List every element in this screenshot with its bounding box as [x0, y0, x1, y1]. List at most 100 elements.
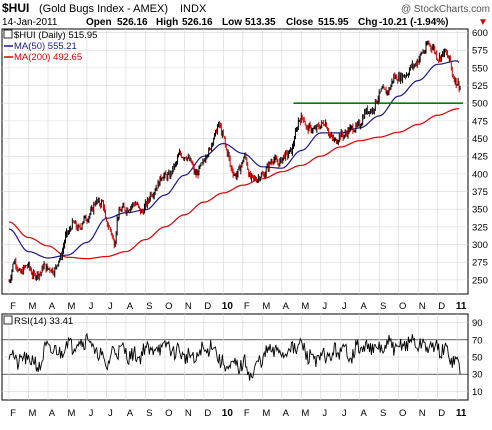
close-label: Close — [286, 17, 314, 28]
rsi-month-tick-label: D — [438, 408, 445, 419]
high-label: High — [156, 17, 178, 28]
price-series-layer — [8, 40, 463, 284]
rsi-month-axis: F M A M J J A S O N D 10 F M A M J J A S O N D 11 — [10, 408, 467, 419]
rsi-month-tick-label: A — [49, 408, 56, 419]
rsi-tick-label: 70 — [472, 335, 483, 346]
month-tick-label: S — [146, 301, 152, 312]
rsi-month-tick-label: M — [29, 408, 37, 419]
index-name: (Gold Bugs Index - AMEX) — [39, 3, 168, 15]
rsi-month-tick-label: S — [146, 408, 152, 419]
rsi-tick-label: 50 — [472, 353, 483, 364]
price-legend: $HUI (Daily) 515.95 MA(50) 555.21 MA(200… — [3, 29, 97, 63]
price-tick-label: 575 — [472, 46, 488, 57]
change-value: -10.21 (-1.94%) — [379, 17, 448, 28]
rsi-month-tick-label: A — [283, 408, 290, 419]
open-value: 526.16 — [117, 17, 148, 28]
month-tick-label: O — [165, 301, 172, 312]
high-value: 526.16 — [182, 17, 213, 28]
month-tick-label: F — [244, 301, 250, 312]
price-tick-label: 550 — [472, 63, 488, 74]
month-tick-label: A — [283, 301, 290, 312]
rsi-month-tick-label: D — [204, 408, 211, 419]
price-tick-label: 425 — [472, 152, 488, 163]
month-tick-label: J — [322, 301, 327, 312]
rsi-tick-label: 90 — [472, 318, 483, 329]
rsi-month-tick-label: M — [67, 408, 75, 419]
exchange-label: INDX — [180, 3, 207, 15]
month-tick-label: J — [89, 301, 94, 312]
price-tick-label: 475 — [472, 116, 488, 127]
price-tick-label: 600 — [472, 28, 488, 39]
month-tick-label: N — [419, 301, 426, 312]
rsi-legend-swatch — [3, 315, 13, 325]
price-tick-label: 325 — [472, 222, 488, 233]
price-tick-label: 525 — [472, 81, 488, 92]
rsi-month-tick-label: M — [301, 408, 309, 419]
month-tick-label: 11 — [456, 301, 467, 312]
close-value: 515.95 — [318, 17, 349, 28]
month-tick-label: M — [67, 301, 75, 312]
month-tick-label: J — [108, 301, 113, 312]
month-tick-label: O — [399, 301, 406, 312]
legend-price: $HUI (Daily) 515.95 — [14, 30, 97, 41]
month-tick-label: 10 — [222, 301, 234, 312]
month-tick-label: N — [185, 301, 192, 312]
month-tick-label: M — [29, 301, 37, 312]
month-tick-label: D — [438, 301, 445, 312]
rsi-month-tick-label: F — [10, 408, 16, 419]
rsi-month-tick-label: A — [361, 408, 368, 419]
rsi-month-tick-label: J — [108, 408, 113, 419]
price-panel — [1, 28, 469, 295]
rsi-axis: 10 30 50 70 90 — [472, 318, 483, 398]
rsi-month-tick-label: F — [244, 408, 250, 419]
price-month-axis: F M A M J J A S O N D 10 F M A M J J A S O N D 11 — [10, 301, 467, 312]
rsi-month-tick-label: N — [419, 408, 426, 419]
rsi-month-tick-label: 11 — [456, 408, 467, 419]
month-tick-label: A — [49, 301, 56, 312]
month-tick-label: A — [361, 301, 368, 312]
month-tick-label: J — [342, 301, 347, 312]
rsi-month-tick-label: A — [127, 408, 134, 419]
rsi-tick-label: 30 — [472, 370, 483, 381]
month-tick-label: D — [204, 301, 211, 312]
price-tick-label: 500 — [472, 99, 488, 110]
rsi-legend: RSI(14) 33.41 — [14, 316, 73, 327]
month-tick-label: F — [10, 301, 16, 312]
down-arrow-icon: ▼ — [478, 17, 488, 28]
ma200-line — [8, 107, 460, 260]
rsi-month-tick-label: S — [380, 408, 386, 419]
price-axis: 250 275 300 325 350 375 400 425 450 475 500 525 550 5… — [472, 28, 488, 286]
rsi-month-tick-label: O — [165, 408, 172, 419]
rsi-month-tick-label: J — [89, 408, 94, 419]
rsi-month-tick-label: M — [262, 408, 270, 419]
quote-date: 14-Jan-2011 — [2, 17, 58, 28]
low-value: 513.35 — [245, 17, 276, 28]
rsi-month-tick-label: J — [322, 408, 327, 419]
symbol: $HUI — [2, 1, 29, 15]
rsi-series-layer — [8, 332, 461, 381]
watermark: @ StockCharts.com — [401, 4, 490, 15]
month-tick-label: S — [380, 301, 386, 312]
price-tick-label: 300 — [472, 240, 488, 251]
legend-ma50: MA(50) 555.21 — [14, 41, 77, 52]
rsi-month-tick-label: O — [399, 408, 406, 419]
price-tick-label: 350 — [472, 205, 488, 216]
open-label: Open — [86, 17, 112, 28]
legend-swatch-price — [3, 29, 13, 39]
rsi-month-tick-label: 10 — [222, 408, 234, 419]
rsi-tick-label: 10 — [472, 387, 483, 398]
price-tick-label: 250 — [472, 275, 488, 286]
rsi-month-tick-label: J — [342, 408, 347, 419]
price-tick-label: 375 — [472, 187, 488, 198]
month-tick-label: M — [301, 301, 309, 312]
month-tick-label: M — [262, 301, 270, 312]
rsi-month-tick-label: N — [185, 408, 192, 419]
ma50-line — [8, 60, 460, 259]
legend-ma200: MA(200) 492.65 — [14, 52, 82, 63]
price-tick-label: 275 — [472, 258, 488, 269]
rsi-line — [8, 332, 461, 381]
change-label: Chg — [358, 17, 377, 28]
low-label: Low — [222, 17, 242, 28]
